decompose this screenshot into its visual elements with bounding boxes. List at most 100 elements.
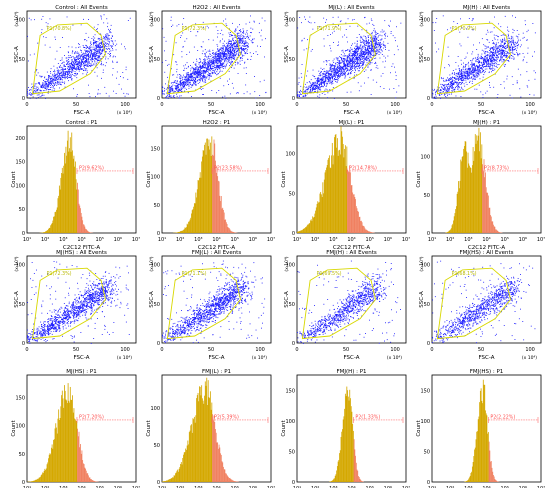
event-dot xyxy=(57,75,59,77)
event-dot xyxy=(348,66,350,67)
event-dot xyxy=(74,59,76,61)
event-dot xyxy=(62,62,63,64)
event-dot xyxy=(367,47,369,49)
event-dot xyxy=(374,40,376,42)
event-dot xyxy=(342,61,344,63)
event-dot xyxy=(481,49,483,51)
event-dot xyxy=(169,95,170,97)
event-dot xyxy=(349,25,351,27)
event-dot xyxy=(471,64,473,66)
event-dot xyxy=(177,85,179,87)
event-dot xyxy=(94,34,96,36)
event-dot xyxy=(67,73,69,74)
event-dot xyxy=(182,83,184,85)
event-dot xyxy=(99,53,101,55)
event-dot xyxy=(89,65,91,66)
event-dot xyxy=(512,51,514,53)
event-dot xyxy=(82,62,84,64)
event-dot xyxy=(455,78,456,80)
event-dot xyxy=(344,69,346,71)
event-dot xyxy=(167,98,169,99)
event-dot xyxy=(220,57,222,59)
event-dot xyxy=(46,25,48,27)
event-dot xyxy=(245,67,247,69)
event-dot xyxy=(306,89,307,91)
event-dot xyxy=(333,76,334,78)
event-dot xyxy=(352,55,354,56)
event-dot xyxy=(187,72,189,74)
event-dot xyxy=(478,67,480,69)
event-dot xyxy=(473,76,475,78)
event-dot xyxy=(240,40,242,42)
event-dot xyxy=(367,66,369,68)
event-dot xyxy=(97,60,99,61)
event-dot xyxy=(514,54,516,55)
event-dot xyxy=(91,51,93,53)
event-dot xyxy=(317,81,319,83)
event-dot xyxy=(329,73,331,75)
event-dot xyxy=(96,57,98,59)
event-dot xyxy=(331,71,333,73)
event-dot xyxy=(253,21,255,23)
event-dot xyxy=(60,69,62,71)
event-dot xyxy=(110,32,112,34)
event-dot xyxy=(201,78,203,80)
event-dot xyxy=(334,74,335,76)
event-dot xyxy=(231,57,233,59)
event-dot xyxy=(84,65,86,66)
event-dot xyxy=(234,46,236,47)
event-dot xyxy=(214,71,215,73)
event-dot xyxy=(224,53,226,55)
event-dot xyxy=(330,68,332,69)
event-dot xyxy=(231,43,233,45)
event-dot xyxy=(358,70,360,72)
event-dot xyxy=(364,48,366,50)
event-dot xyxy=(77,73,78,75)
event-dot xyxy=(234,31,236,33)
event-dot xyxy=(311,83,313,85)
event-dot xyxy=(54,79,56,81)
event-dot xyxy=(452,82,454,84)
event-dot xyxy=(233,58,235,60)
event-dot xyxy=(368,43,370,45)
event-dot xyxy=(228,46,230,48)
event-dot xyxy=(77,61,79,63)
event-dot xyxy=(364,42,366,44)
event-dot xyxy=(50,83,52,85)
event-dot xyxy=(182,82,184,84)
event-dot xyxy=(106,43,108,45)
event-dot xyxy=(98,44,100,46)
event-dot xyxy=(186,54,188,55)
event-dot xyxy=(343,69,345,71)
event-dot xyxy=(361,55,363,57)
event-dot xyxy=(348,54,350,55)
event-dot xyxy=(456,72,458,74)
event-dot xyxy=(75,52,77,54)
event-dot xyxy=(188,79,190,81)
event-dot xyxy=(85,51,87,53)
event-dot xyxy=(109,31,111,32)
event-dot xyxy=(93,38,94,40)
event-dot xyxy=(46,82,48,84)
event-dot xyxy=(99,60,101,61)
event-dot xyxy=(229,54,231,55)
event-dot xyxy=(176,25,178,27)
event-dot xyxy=(110,40,112,42)
event-dot xyxy=(448,83,449,84)
event-dot xyxy=(369,42,370,43)
event-dot xyxy=(222,46,224,48)
event-dot xyxy=(170,82,172,84)
event-dot xyxy=(211,60,212,62)
event-dot xyxy=(475,66,477,68)
event-dot xyxy=(343,68,345,70)
event-dot xyxy=(323,17,325,19)
event-dot xyxy=(48,82,50,84)
event-dot xyxy=(70,76,72,78)
event-dot xyxy=(377,33,379,35)
event-dot xyxy=(383,41,385,43)
event-dot xyxy=(314,81,316,83)
event-dot xyxy=(179,81,181,82)
event-dot xyxy=(209,64,211,66)
event-dot xyxy=(446,84,448,86)
event-dot xyxy=(361,58,363,60)
